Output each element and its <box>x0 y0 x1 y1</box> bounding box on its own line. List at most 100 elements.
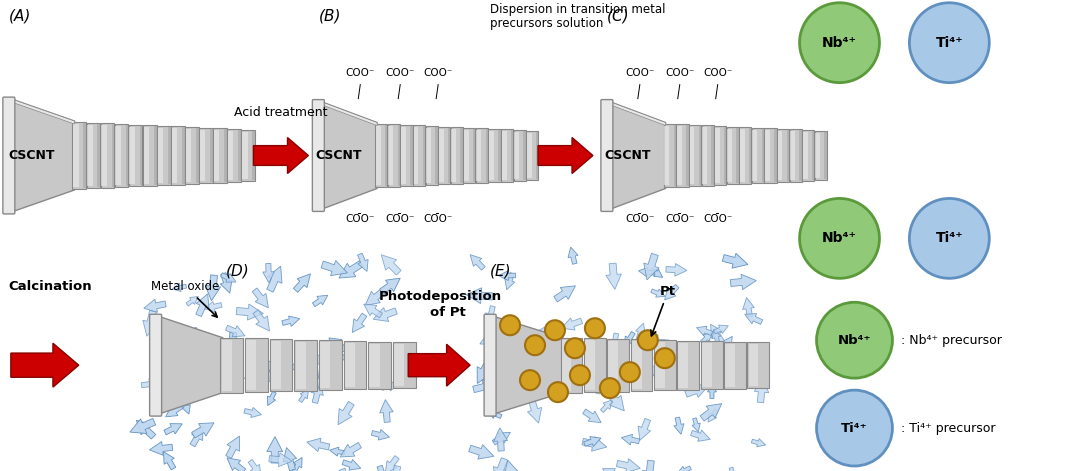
Polygon shape <box>724 341 746 389</box>
Circle shape <box>637 330 658 350</box>
Polygon shape <box>731 274 756 290</box>
Text: Photodeposition: Photodeposition <box>379 290 502 303</box>
Polygon shape <box>101 125 107 186</box>
Polygon shape <box>144 127 149 184</box>
Polygon shape <box>655 376 672 386</box>
Polygon shape <box>158 128 163 183</box>
Polygon shape <box>226 458 246 471</box>
Text: COO⁻: COO⁻ <box>424 214 453 224</box>
Polygon shape <box>748 342 769 388</box>
Polygon shape <box>677 466 691 471</box>
Circle shape <box>570 365 590 385</box>
Polygon shape <box>521 348 530 362</box>
Polygon shape <box>477 359 493 383</box>
Polygon shape <box>664 124 676 187</box>
Polygon shape <box>473 129 475 182</box>
Text: Metal oxide: Metal oxide <box>151 280 220 317</box>
Polygon shape <box>652 339 668 358</box>
Polygon shape <box>282 364 297 375</box>
Polygon shape <box>528 398 542 423</box>
Polygon shape <box>656 342 665 389</box>
Polygon shape <box>824 131 827 179</box>
Polygon shape <box>242 131 248 179</box>
Polygon shape <box>777 129 789 182</box>
Polygon shape <box>702 127 707 184</box>
Polygon shape <box>200 128 212 183</box>
Polygon shape <box>116 126 121 185</box>
Polygon shape <box>664 126 670 186</box>
Polygon shape <box>606 263 621 289</box>
Polygon shape <box>799 130 802 180</box>
Polygon shape <box>685 384 708 398</box>
Circle shape <box>520 370 540 390</box>
Polygon shape <box>439 129 443 182</box>
Text: Nb⁴⁺: Nb⁴⁺ <box>822 36 857 50</box>
Polygon shape <box>295 341 306 389</box>
Text: COO⁻: COO⁻ <box>424 68 453 78</box>
Polygon shape <box>594 379 603 394</box>
Polygon shape <box>163 452 176 470</box>
Polygon shape <box>677 341 700 390</box>
Polygon shape <box>144 299 166 312</box>
Polygon shape <box>214 130 219 181</box>
Text: COO⁻: COO⁻ <box>385 214 415 224</box>
Polygon shape <box>181 399 190 414</box>
Polygon shape <box>143 310 158 336</box>
Text: COO⁻: COO⁻ <box>665 68 694 78</box>
Polygon shape <box>676 124 689 187</box>
FancyBboxPatch shape <box>3 97 15 214</box>
Polygon shape <box>112 124 115 187</box>
Polygon shape <box>561 340 572 390</box>
Circle shape <box>910 198 989 278</box>
Polygon shape <box>380 399 393 422</box>
Text: Nb⁴⁺: Nb⁴⁺ <box>822 231 857 245</box>
FancyBboxPatch shape <box>312 99 324 211</box>
Polygon shape <box>225 332 240 357</box>
Polygon shape <box>220 273 232 293</box>
Polygon shape <box>87 123 100 188</box>
Polygon shape <box>762 129 764 182</box>
Polygon shape <box>494 428 508 451</box>
Polygon shape <box>246 341 256 390</box>
Polygon shape <box>644 253 659 280</box>
Polygon shape <box>186 127 199 184</box>
Polygon shape <box>165 404 183 417</box>
Polygon shape <box>754 378 768 403</box>
Polygon shape <box>205 275 221 300</box>
Polygon shape <box>321 260 348 276</box>
Polygon shape <box>374 381 389 390</box>
Polygon shape <box>381 255 401 275</box>
Polygon shape <box>502 131 506 179</box>
Text: COO⁻: COO⁻ <box>385 68 415 78</box>
Polygon shape <box>263 263 275 283</box>
Polygon shape <box>364 304 382 318</box>
Polygon shape <box>267 266 282 292</box>
Polygon shape <box>489 131 494 180</box>
Polygon shape <box>377 465 388 471</box>
Text: COO⁻: COO⁻ <box>346 68 374 78</box>
Text: Ti⁴⁺: Ti⁴⁺ <box>841 422 868 435</box>
Circle shape <box>500 315 520 335</box>
Polygon shape <box>387 376 407 390</box>
Polygon shape <box>556 337 567 356</box>
Circle shape <box>817 302 893 378</box>
Polygon shape <box>541 360 552 379</box>
Polygon shape <box>583 409 601 422</box>
Polygon shape <box>171 127 185 185</box>
Polygon shape <box>677 126 681 185</box>
Text: (A): (A) <box>9 9 31 24</box>
Polygon shape <box>643 335 670 350</box>
Polygon shape <box>711 126 714 185</box>
Polygon shape <box>649 365 665 379</box>
Text: (C): (C) <box>607 9 630 24</box>
Polygon shape <box>803 130 814 181</box>
Polygon shape <box>339 468 353 471</box>
Polygon shape <box>635 323 646 340</box>
Polygon shape <box>164 423 182 435</box>
Polygon shape <box>224 130 226 182</box>
Polygon shape <box>678 342 688 388</box>
Circle shape <box>600 378 620 398</box>
Polygon shape <box>173 283 187 292</box>
Polygon shape <box>499 270 516 281</box>
Polygon shape <box>727 129 732 182</box>
